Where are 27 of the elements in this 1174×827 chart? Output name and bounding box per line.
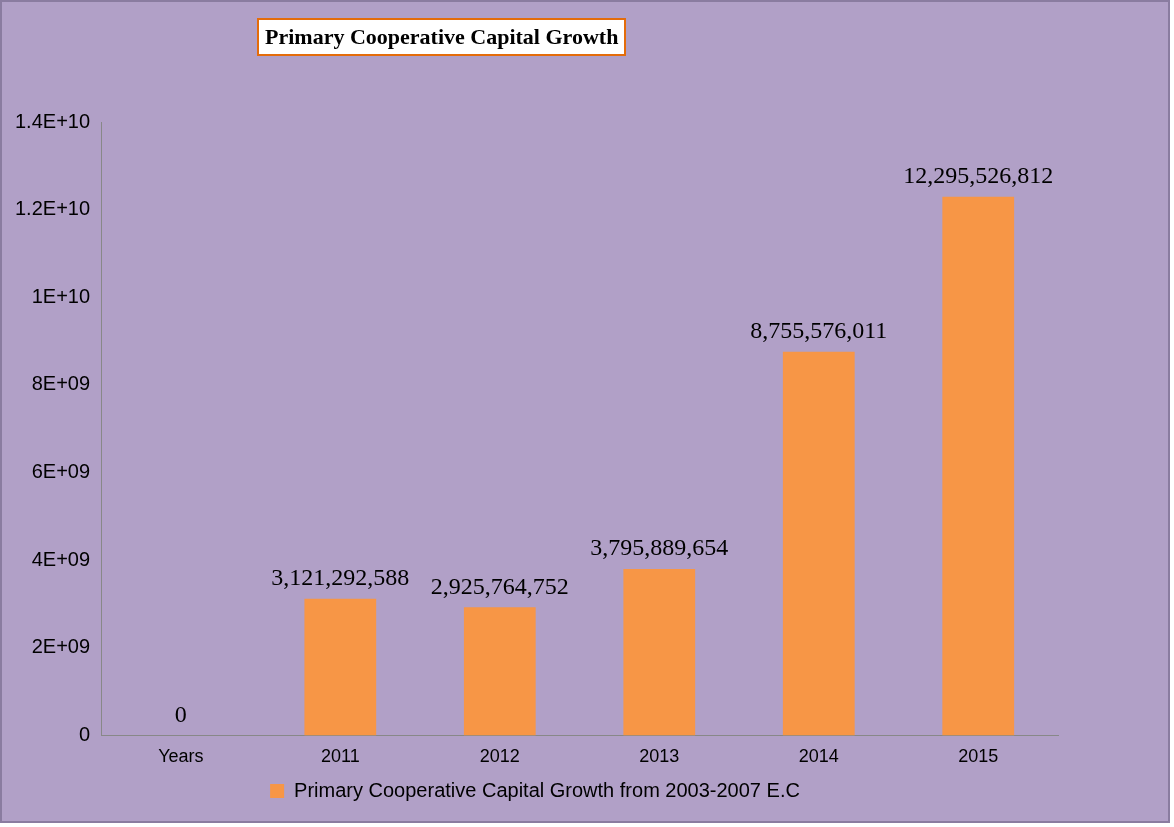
text: 0: [174, 700, 187, 727]
y-tick-label: 0: [78, 722, 91, 745]
x-tick-label: 2013: [639, 746, 680, 767]
y-tick-label: 4E+09: [31, 547, 91, 570]
x-tick-label: 2014: [798, 746, 839, 767]
text: 2,925,764,752: [430, 572, 569, 599]
bar: [623, 569, 696, 736]
legend-label: Primary Cooperative Capital Growth from 2003-2007 E.C: [294, 778, 800, 801]
bar: [942, 196, 1015, 736]
y-tick-label: 1.2E+10: [14, 197, 91, 220]
y-tick-label: 6E+09: [31, 460, 91, 483]
y-tick-label: 2E+09: [31, 635, 91, 658]
bar: [782, 351, 855, 736]
bar: [304, 598, 377, 736]
text: 8,755,576,011: [750, 317, 888, 344]
y-tick-label: 8E+09: [31, 372, 91, 395]
text: 3,795,889,654: [590, 534, 729, 561]
chart-title: Primary Cooperative Capital Growth: [257, 18, 627, 56]
y-tick-label: 1E+10: [31, 284, 91, 307]
x-tick-label: 2011: [320, 746, 360, 767]
bar: [463, 607, 536, 736]
x-tick-label: 2015: [958, 746, 999, 767]
x-tick-label: 2012: [479, 746, 520, 767]
y-tick-label: 1.4E+10: [14, 109, 91, 132]
text: 3,121,292,588: [271, 563, 410, 590]
text: 12,295,526,812: [903, 161, 1054, 188]
x-tick-label: Years: [158, 746, 204, 767]
